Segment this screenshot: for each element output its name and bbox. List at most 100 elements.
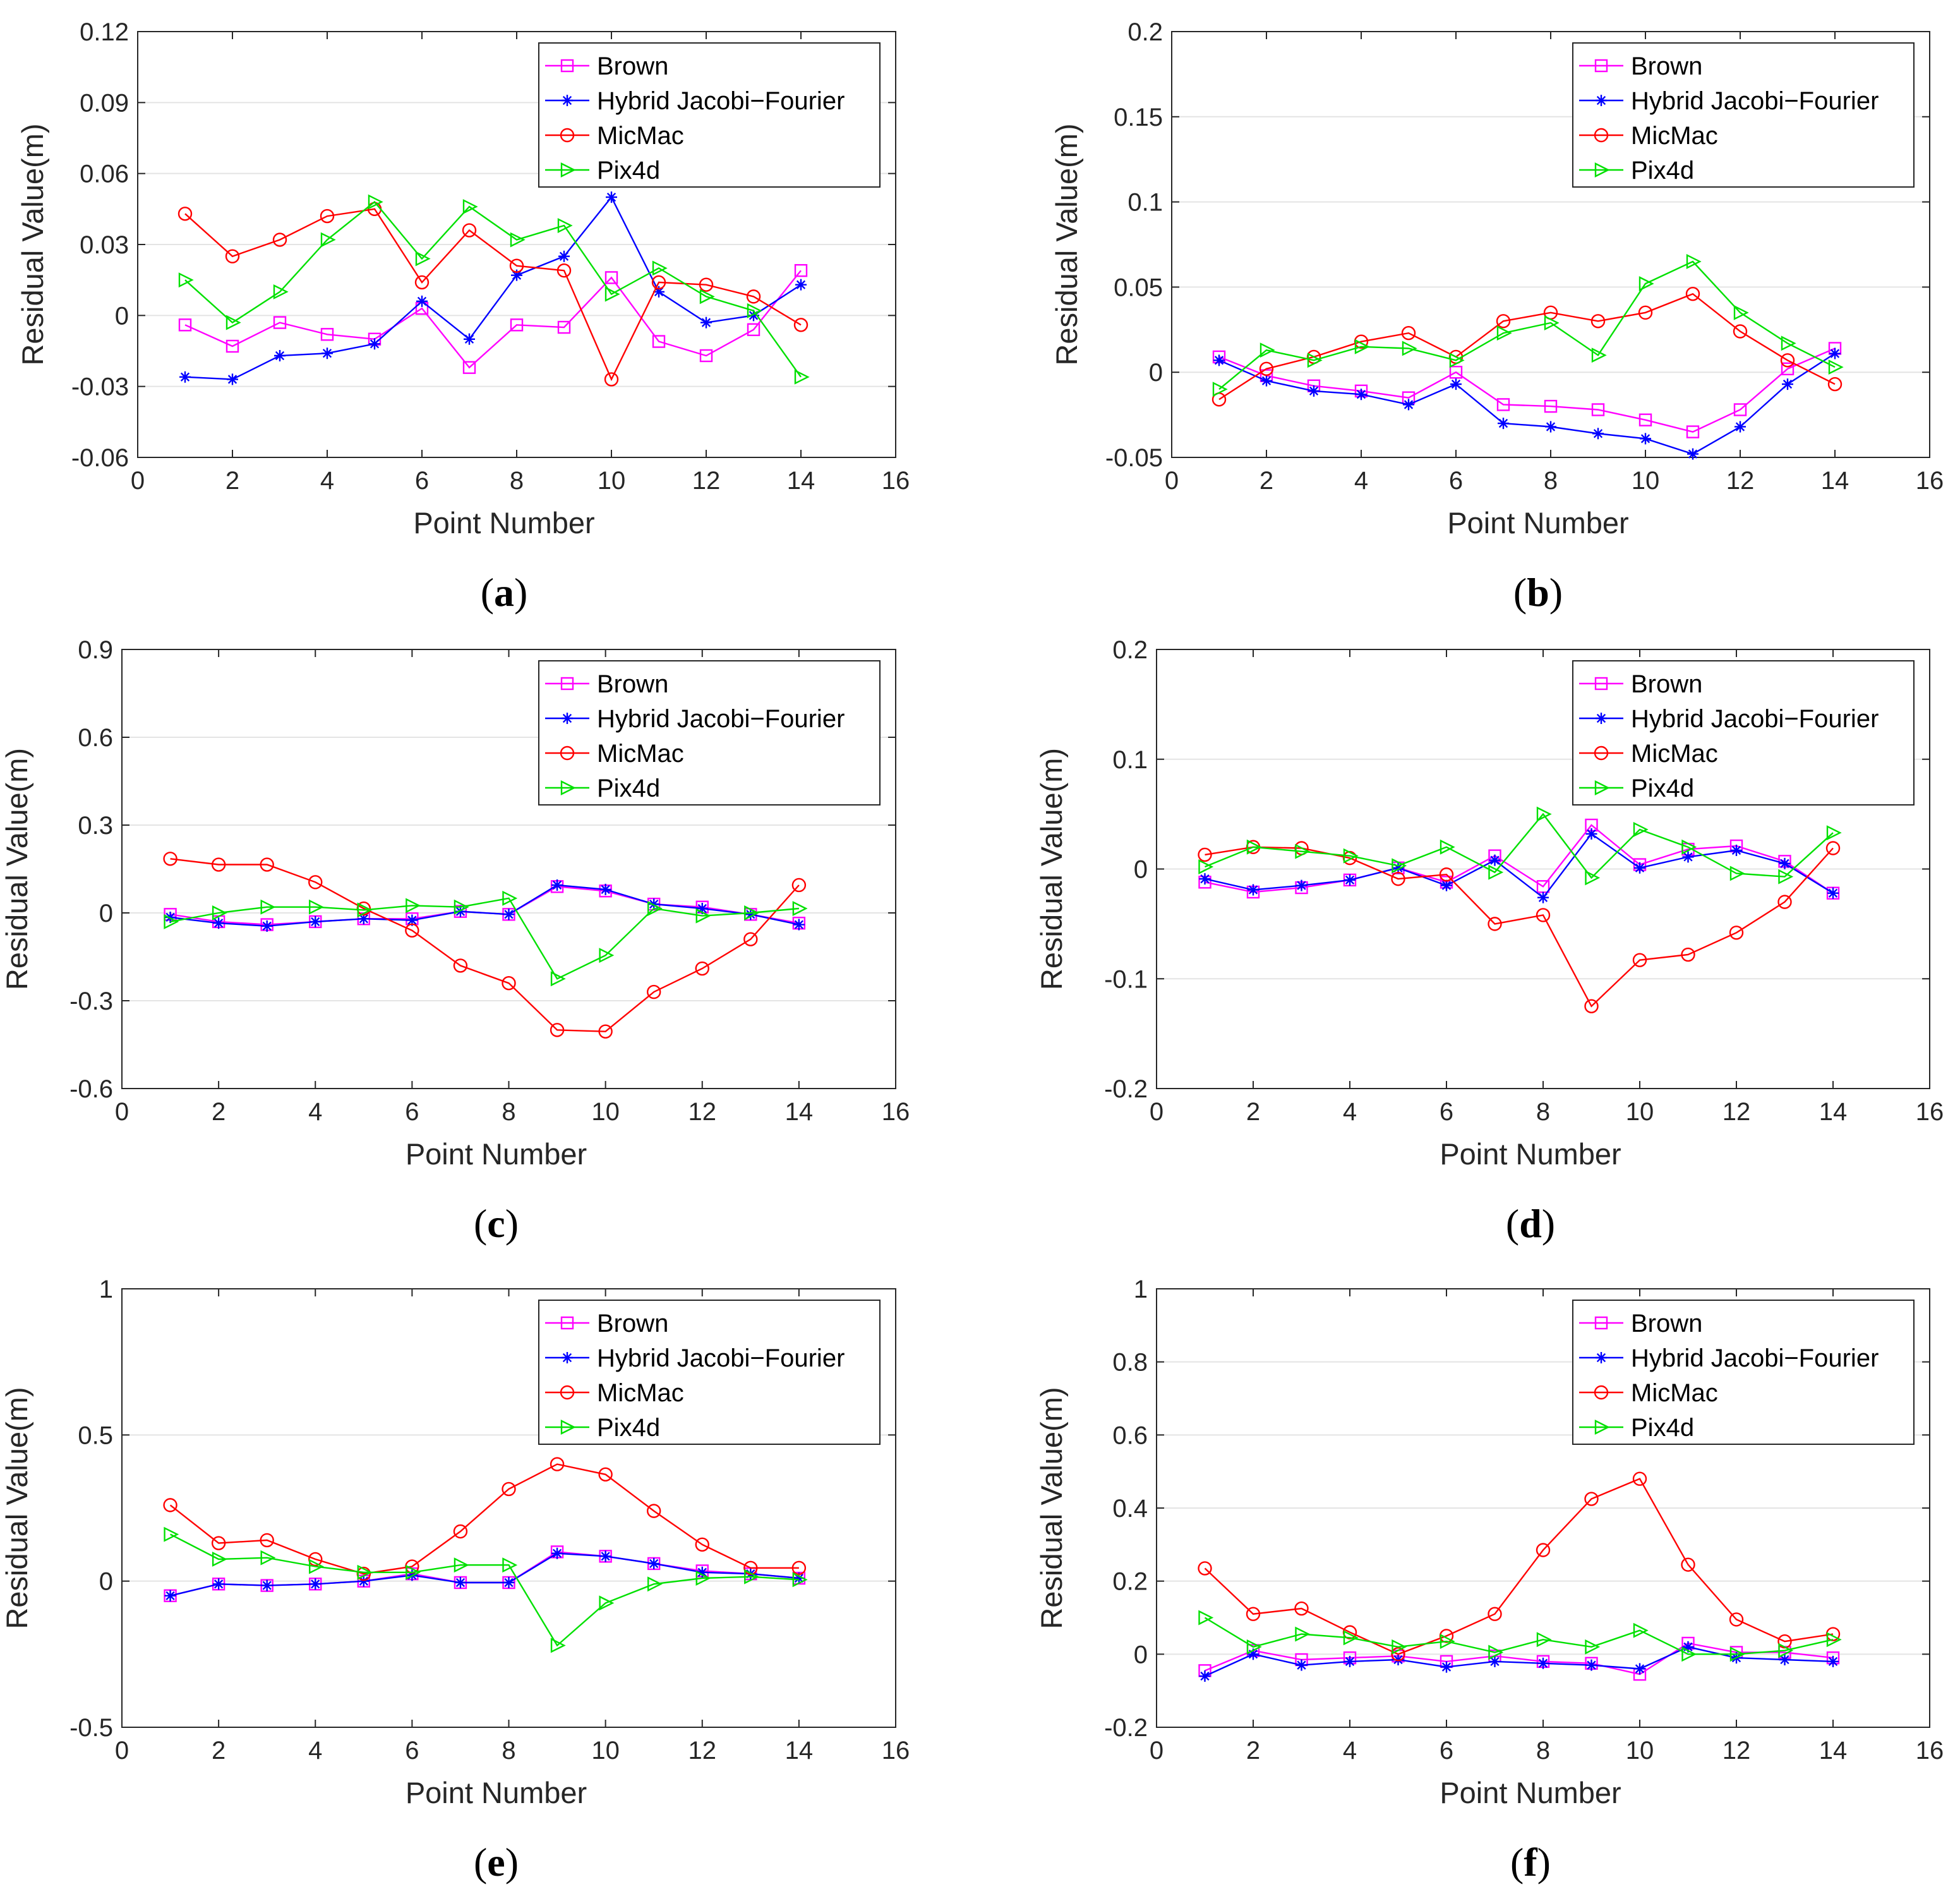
triangle-marker (1729, 1646, 1745, 1662)
triangle-marker (260, 899, 276, 915)
y-tick-label: -0.05 (1105, 444, 1163, 472)
x-tick-label: 0 (1150, 1098, 1163, 1126)
series-pix4d (164, 1526, 808, 1653)
asterisk-marker (454, 1576, 466, 1588)
circle-marker (414, 275, 430, 290)
y-tick-label: 0.09 (80, 89, 129, 117)
y-axis-label: Residual Value(m) (1035, 1387, 1068, 1629)
asterisk-marker (416, 295, 428, 307)
y-tick-label: -0.3 (69, 987, 113, 1015)
triangle-marker (1402, 341, 1417, 356)
square-marker (320, 328, 334, 341)
series-hybrid-jacobi-fourier (1199, 1641, 1839, 1682)
series-line (170, 884, 800, 927)
circle-marker (320, 208, 335, 224)
x-tick-label: 8 (510, 467, 524, 495)
circle-marker (211, 857, 226, 872)
triangle-marker (1585, 870, 1601, 886)
asterisk-marker (793, 1572, 805, 1584)
triangle-marker (260, 1550, 276, 1566)
legend-entry: Hybrid Jacobi−Fourier (1631, 87, 1879, 115)
circle-marker (1401, 325, 1416, 341)
y-tick-label: 1 (1134, 1276, 1148, 1303)
asterisk-marker (1261, 375, 1272, 387)
circle-marker (1827, 377, 1843, 392)
asterisk-marker (1827, 1655, 1839, 1667)
y-tick-label: 0.4 (1112, 1495, 1148, 1523)
asterisk-marker (1779, 857, 1791, 869)
circle-marker (272, 232, 287, 247)
asterisk-marker (1596, 95, 1607, 106)
asterisk-marker (358, 913, 370, 925)
legend-entry: Pix4d (597, 1414, 660, 1442)
legend: Brown Hybrid Jacobi−Fourier MicMac Pix4d (538, 1300, 881, 1445)
y-tick-label: 0.06 (80, 160, 129, 188)
x-tick-label: 10 (598, 467, 626, 495)
y-axis-label: Residual Value(m) (16, 123, 49, 365)
asterisk-marker (503, 1576, 515, 1588)
legend-box (538, 660, 881, 806)
x-tick-label: 16 (1916, 1098, 1944, 1126)
triangle-marker (502, 890, 518, 906)
circle-marker (746, 289, 761, 304)
square-marker (1594, 1316, 1608, 1330)
series-micmac (163, 1457, 807, 1581)
circle-marker (560, 745, 575, 761)
circle-marker (1488, 1607, 1502, 1621)
x-tick-label: 8 (502, 1737, 515, 1765)
x-tick-label: 16 (882, 1098, 910, 1126)
circle-marker (646, 984, 661, 999)
x-tick-label: 0 (115, 1098, 129, 1126)
panel-label: (e) (474, 1840, 519, 1885)
triangle-marker (1449, 353, 1465, 368)
triangle-marker (1496, 325, 1512, 341)
asterisk-marker (1585, 1659, 1597, 1671)
series-pix4d (1212, 254, 1844, 397)
circle-marker (1681, 947, 1695, 962)
series-line (1218, 293, 1836, 401)
y-tick-label: 0.1 (1127, 189, 1163, 217)
circle-marker (560, 1385, 575, 1400)
circle-marker (1496, 314, 1511, 329)
circle-marker (1259, 361, 1274, 377)
series-brown (1212, 342, 1842, 438)
asterisk-marker (1545, 421, 1556, 433)
asterisk-marker (1498, 418, 1509, 430)
circle-marker (598, 1467, 613, 1482)
triangle-marker (1536, 1632, 1552, 1648)
square-marker (1591, 403, 1605, 416)
circle-marker (1685, 286, 1700, 301)
y-tick-label: 0.05 (1114, 274, 1163, 301)
triangle-marker (560, 1420, 576, 1435)
triangle-marker (1633, 1622, 1649, 1638)
panel-label: (f) (1510, 1840, 1551, 1885)
series-hybrid-jacobi-fourier (164, 879, 805, 932)
triangle-marker (320, 232, 336, 248)
asterisk-marker (606, 191, 617, 203)
triangle-marker (1246, 1639, 1262, 1655)
legend-box (1572, 1300, 1915, 1445)
triangle-marker (695, 908, 711, 924)
triangle-marker (604, 286, 620, 302)
triangle-marker (415, 251, 431, 267)
circle-marker (550, 1457, 565, 1471)
circle-marker (791, 1560, 807, 1576)
triangle-marker (454, 1557, 469, 1573)
triangle-marker (599, 1595, 615, 1611)
triangle-marker (1488, 864, 1504, 880)
panel-label: (b) (1513, 570, 1563, 615)
triangle-marker (647, 901, 663, 916)
triangle-marker (1392, 1639, 1407, 1655)
triangle-marker (560, 162, 576, 178)
circle-marker (560, 128, 575, 143)
triangle-marker (406, 1564, 421, 1580)
series-line (1204, 1478, 1834, 1655)
asterisk-marker (653, 286, 664, 298)
x-tick-label: 16 (882, 467, 910, 495)
square-marker (1781, 362, 1795, 376)
triangle-marker (510, 232, 526, 248)
asterisk-marker (562, 1352, 573, 1363)
triangle-marker (406, 898, 421, 914)
